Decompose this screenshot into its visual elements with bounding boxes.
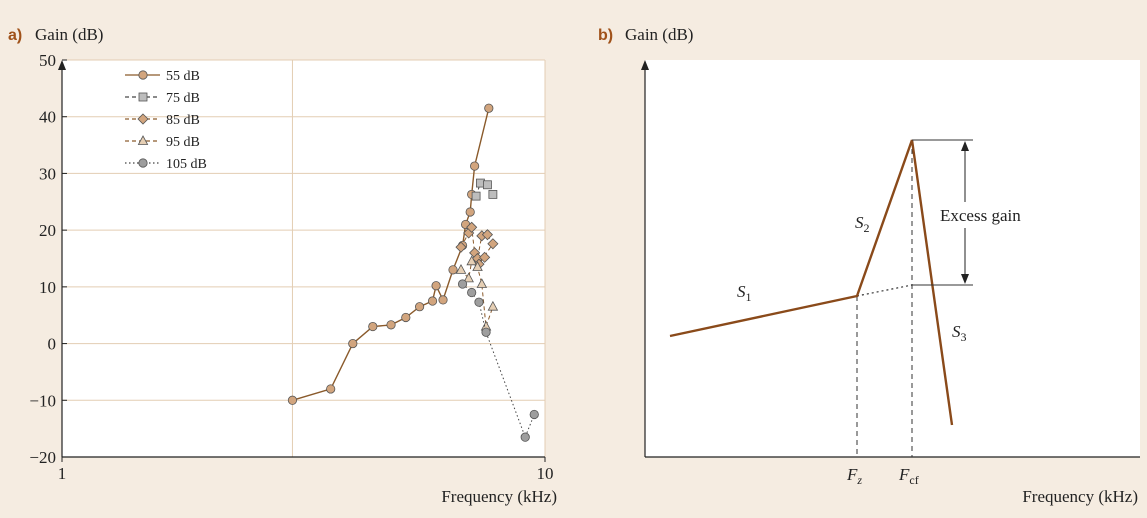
data-point-75-db-2 — [483, 180, 492, 190]
excess-gain-label: Excess gain — [940, 206, 1021, 225]
x-tick-label-1: 1 — [58, 464, 67, 483]
y-axis-arrow — [58, 60, 66, 70]
data-point-105-db-2 — [474, 297, 484, 307]
panel-b-letter: b) — [598, 27, 613, 44]
series-105-db — [457, 279, 539, 442]
y-tick-label--10: −10 — [29, 391, 56, 410]
data-point-55-db-0 — [287, 395, 298, 405]
data-point-95-db-4 — [476, 278, 488, 288]
excess-gain-arrowhead-up — [961, 141, 969, 151]
data-point-55-db-4 — [386, 320, 396, 330]
data-point-75-db-3 — [488, 190, 498, 199]
data-point-55-db-13 — [465, 207, 475, 217]
data-point-55-db-9 — [438, 295, 448, 305]
data-point-95-db-2 — [466, 255, 477, 266]
legend-marker-55-db — [138, 70, 148, 80]
data-point-75-db-0 — [471, 191, 481, 201]
data-point-55-db-5 — [401, 312, 411, 323]
data-point-85-db-9 — [479, 251, 491, 263]
series-95-db — [455, 255, 499, 331]
data-point-85-db-0 — [455, 241, 467, 253]
data-point-55-db-8 — [431, 281, 441, 291]
x-tick-label-10: 10 — [537, 464, 554, 483]
data-point-95-db-0 — [455, 264, 467, 274]
legend-marker-85-db — [137, 113, 149, 125]
y-tick-label-10: 10 — [39, 278, 56, 297]
data-point-55-db-2 — [348, 338, 358, 349]
legend-label-55-db: 55 dB — [166, 69, 200, 84]
legend-label-75-db: 75 dB — [166, 91, 200, 106]
panel-a-letter: a) — [8, 27, 22, 44]
data-point-55-db-1 — [326, 384, 336, 394]
excess-gain-arrowhead-down — [961, 274, 969, 284]
y-tick-label--20: −20 — [29, 448, 56, 467]
data-point-55-db-10 — [448, 265, 458, 275]
data-point-85-db-7 — [487, 238, 499, 250]
panel-a-grid — [62, 59, 546, 457]
gain-curve — [669, 139, 954, 426]
panel-b-y-axis-arrow — [641, 60, 649, 70]
legend-marker-75-db — [138, 92, 148, 102]
data-point-95-db-1 — [463, 272, 474, 283]
data-point-85-db-2 — [466, 221, 478, 233]
panel-a-series — [287, 103, 539, 442]
y-tick-label-0: 0 — [48, 335, 57, 354]
series-75-db — [471, 178, 498, 201]
data-point-105-db-1 — [467, 287, 477, 298]
panel-a-axes — [58, 60, 545, 458]
panel-a-xlabel: Frequency (kHz) — [441, 487, 557, 506]
panel-a-ylabel: Gain (dB) — [35, 25, 103, 44]
legend-marker-105-db — [138, 158, 148, 168]
legend-label-105-db: 105 dB — [166, 157, 207, 172]
data-point-85-db-6 — [481, 229, 493, 241]
data-point-55-db-7 — [427, 296, 438, 306]
panel-b-ylabel: Gain (dB) — [625, 25, 693, 44]
label-fz: Fz — [846, 465, 862, 487]
legend-label-95-db: 95 dB — [166, 135, 200, 150]
label-fcf: Fcf — [898, 465, 919, 487]
data-point-105-db-0 — [457, 279, 468, 289]
data-point-105-db-4 — [520, 432, 530, 442]
data-point-55-db-16 — [484, 103, 494, 113]
panel-a-ticks: −20 −10 0 10 20 30 40 50 1 10 — [29, 51, 553, 483]
panel-a: a) Gain (dB) Frequency (kHz) −20 −10 0 10 20… — [8, 25, 557, 506]
data-point-55-db-3 — [368, 321, 378, 332]
y-tick-label-30: 30 — [39, 164, 56, 183]
panel-b-xlabel: Frequency (kHz) — [1022, 487, 1138, 506]
data-point-105-db-3 — [481, 327, 491, 337]
s1-extension-dotted — [856, 284, 913, 297]
panel-a-plot-area — [62, 60, 545, 457]
data-point-55-db-6 — [414, 302, 425, 312]
y-tick-label-20: 20 — [39, 221, 56, 240]
y-tick-label-40: 40 — [39, 108, 56, 127]
data-point-105-db-5 — [529, 409, 539, 420]
data-point-95-db-3 — [472, 261, 483, 271]
panel-a-legend: 55 dB 75 dB 85 dB 95 dB 105 dB — [125, 69, 207, 172]
data-point-95-db-6 — [487, 300, 499, 311]
data-point-55-db-15 — [470, 161, 480, 171]
legend-label-85-db: 85 dB — [166, 113, 200, 128]
legend-marker-95-db — [137, 135, 149, 145]
excess-gain-label-bg — [936, 202, 1048, 228]
panel-b: b) Gain (dB) Frequency (kHz) Excess gain… — [598, 25, 1140, 506]
panel-b-plot-area — [645, 60, 1140, 457]
y-tick-label-50: 50 — [39, 51, 56, 70]
